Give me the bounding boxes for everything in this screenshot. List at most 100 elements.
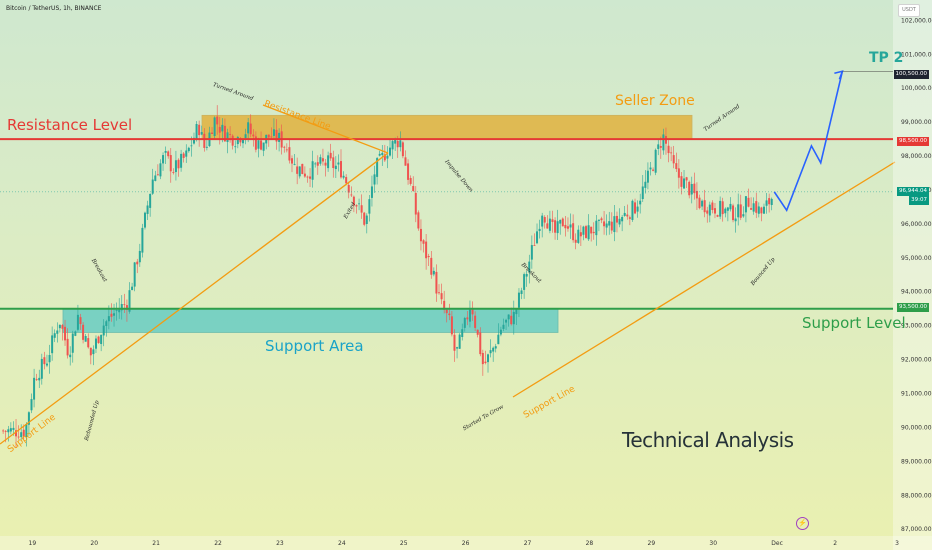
candle-body bbox=[499, 329, 502, 335]
candle-body bbox=[105, 321, 108, 326]
candle-body bbox=[463, 318, 466, 328]
candle-body bbox=[401, 142, 404, 157]
candle-body bbox=[492, 347, 495, 352]
candle-body bbox=[151, 179, 154, 194]
candle-body bbox=[559, 219, 562, 224]
time-tick-label: 22 bbox=[214, 540, 222, 547]
candle-body bbox=[662, 134, 665, 151]
candle-body bbox=[61, 325, 64, 329]
candle-body bbox=[25, 424, 28, 438]
price-tick-label: 92,000.00 bbox=[901, 357, 932, 364]
candle-body bbox=[631, 200, 634, 220]
candle-body bbox=[404, 157, 407, 166]
candle-body bbox=[739, 204, 742, 218]
candle-body bbox=[92, 349, 95, 355]
candle-body bbox=[476, 329, 479, 335]
candle-body bbox=[213, 117, 216, 137]
zones bbox=[62, 114, 693, 333]
candle-body bbox=[174, 160, 177, 173]
candle-body bbox=[561, 218, 564, 227]
candle-body bbox=[760, 207, 763, 214]
candle-body bbox=[659, 146, 662, 148]
candle-body bbox=[306, 176, 309, 178]
candle-body bbox=[646, 170, 649, 183]
candle-body bbox=[422, 240, 425, 244]
candle-body bbox=[762, 206, 765, 214]
candle-body bbox=[167, 151, 170, 157]
candle-body bbox=[321, 158, 324, 162]
candle-body bbox=[162, 155, 165, 164]
time-tick-label: 3 bbox=[895, 540, 899, 547]
candle-body bbox=[654, 149, 657, 173]
candle-body bbox=[515, 309, 518, 315]
candle-body bbox=[742, 214, 745, 217]
currency-button[interactable]: USDT bbox=[898, 4, 920, 17]
candle-body bbox=[448, 313, 451, 316]
candle-body bbox=[345, 177, 348, 184]
candle-body bbox=[53, 333, 56, 338]
candle-body bbox=[74, 331, 77, 336]
candle-body bbox=[528, 261, 531, 273]
resistance-trendline bbox=[262, 104, 389, 154]
candle-body bbox=[695, 190, 698, 199]
candle-body bbox=[608, 221, 611, 226]
candle-body bbox=[293, 163, 296, 165]
candle-body bbox=[409, 177, 412, 184]
candle-body bbox=[205, 146, 208, 148]
candle-body bbox=[569, 224, 572, 228]
candle-body bbox=[327, 155, 330, 169]
candle-body bbox=[484, 361, 487, 363]
candle-body bbox=[118, 309, 121, 313]
candle-body bbox=[443, 300, 446, 310]
candle-body bbox=[82, 324, 85, 340]
candle-body bbox=[414, 192, 417, 215]
candle-body bbox=[502, 324, 505, 329]
lightning-icon[interactable]: ⚡ bbox=[796, 517, 809, 530]
candle-body bbox=[123, 304, 126, 306]
candle-body bbox=[636, 206, 639, 212]
candle-body bbox=[337, 162, 340, 165]
time-tick-label: 26 bbox=[462, 540, 470, 547]
candle-body bbox=[685, 177, 688, 181]
candle-body bbox=[360, 205, 363, 213]
seller-zone bbox=[201, 114, 693, 140]
candle-body bbox=[234, 146, 237, 148]
candle-body bbox=[211, 132, 214, 134]
candle-body bbox=[17, 436, 20, 438]
candle-body bbox=[38, 377, 41, 381]
candle-body bbox=[342, 175, 345, 178]
candle-body bbox=[427, 256, 430, 258]
candle-body bbox=[566, 226, 569, 229]
candle-body bbox=[512, 311, 515, 325]
candle-body bbox=[520, 290, 523, 295]
support-area bbox=[62, 308, 559, 333]
candle-body bbox=[450, 316, 453, 335]
support-trendline-right bbox=[512, 161, 896, 398]
candle-body bbox=[732, 205, 735, 221]
candle-body bbox=[236, 136, 239, 145]
candle-body bbox=[675, 163, 678, 170]
candle-body bbox=[9, 428, 12, 432]
candle-body bbox=[97, 336, 100, 344]
candle-body bbox=[329, 152, 332, 159]
candle-body bbox=[136, 261, 139, 265]
candle-body bbox=[672, 155, 675, 164]
candle-body bbox=[541, 215, 544, 227]
candle-body bbox=[20, 432, 23, 438]
countdown-tag: 39:07 bbox=[909, 196, 929, 205]
candle-body bbox=[133, 262, 136, 287]
price-tick-label: 99,000.00 bbox=[901, 119, 932, 126]
candle-body bbox=[314, 163, 317, 165]
time-tick-label: 21 bbox=[152, 540, 160, 547]
time-tick-label: 25 bbox=[400, 540, 408, 547]
time-tick-label: 28 bbox=[586, 540, 594, 547]
candle-body bbox=[386, 155, 389, 159]
candle-body bbox=[94, 338, 97, 349]
candle-body bbox=[667, 145, 670, 154]
candle-body bbox=[370, 186, 373, 198]
candle-body bbox=[677, 168, 680, 178]
candle-body bbox=[458, 334, 461, 349]
candle-body bbox=[747, 197, 750, 207]
candle-body bbox=[164, 150, 167, 153]
